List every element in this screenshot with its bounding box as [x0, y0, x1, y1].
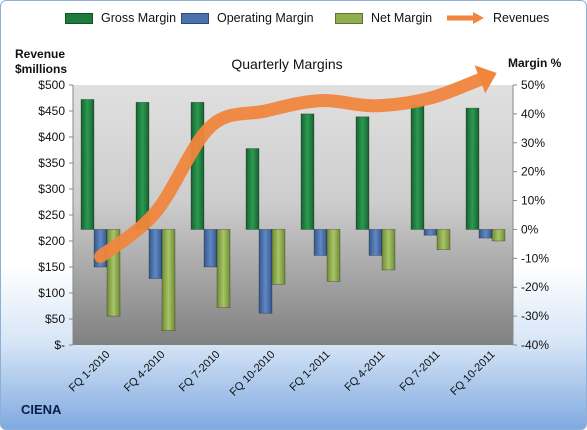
x-tick-label: FQ 1-2010 [67, 349, 113, 395]
left-tick-label: $100 [38, 286, 65, 300]
x-tick-label: FQ 7-2011 [398, 349, 443, 394]
revenue-line-path [94, 70, 492, 264]
right-tick-label: -40% [521, 338, 549, 352]
legend-item-operating: Operating Margin [181, 11, 314, 25]
left-axis: $500 $450 $400 $350 $300 $250 $200 $150 $100 $50 $… [38, 78, 74, 352]
net-margin-bar [161, 229, 176, 331]
x-axis: FQ 1-2010 FQ 4-2010 FQ 7-2010 FQ 10-2010 FQ … [67, 349, 498, 399]
left-axis-title: Revenue $millions [15, 47, 67, 77]
brand-label: CIENA [21, 402, 62, 417]
right-tick-label: -30% [521, 309, 549, 323]
left-tick-label: $200 [38, 234, 65, 248]
gross-margin-bar [245, 148, 260, 230]
net-margin-bar [381, 229, 396, 271]
gross-margin-bar [135, 101, 150, 230]
right-tick-label: -20% [521, 280, 549, 294]
net-swatch [335, 12, 363, 24]
right-tick-label: -10% [521, 251, 549, 265]
gross-margin-bar [355, 116, 370, 230]
revenue-line [94, 65, 497, 264]
operating-swatch [181, 12, 209, 24]
operating-margin-bar [203, 229, 218, 268]
right-axis-title: Margin % [508, 56, 562, 70]
x-tick-label: FQ 4-2011 [343, 349, 388, 394]
left-tick-label: $- [54, 338, 65, 352]
operating-margin-bar [478, 229, 493, 239]
x-tick-label: FQ 10-2010 [228, 349, 278, 399]
operating-margin-bar [368, 229, 383, 256]
gross-swatch [65, 12, 93, 24]
right-tick-label: 0% [521, 222, 539, 236]
net-margin-bar [436, 229, 451, 251]
operating-margin-bar [313, 229, 328, 256]
revenue-arrow-icon [447, 12, 484, 24]
left-tick-label: $350 [38, 156, 65, 170]
operating-margin-bar [258, 229, 273, 314]
left-tick-label: $400 [38, 130, 65, 144]
left-axis-title-line1: Revenue [15, 47, 66, 61]
right-tick-label: 10% [521, 194, 545, 208]
net-margin-bar [216, 229, 231, 308]
x-tick-label: FQ 4-2010 [122, 349, 168, 395]
legend-label-gross: Gross Margin [101, 11, 177, 25]
left-tick-label: $150 [38, 260, 65, 274]
legend: Gross Margin Operating Margin Net Margin… [1, 11, 586, 33]
right-tick-label: 20% [521, 165, 545, 179]
gross-margin-bar [410, 104, 425, 230]
legend-item-gross: Gross Margin [65, 11, 176, 25]
legend-item-revenues: Revenues [445, 11, 549, 25]
legend-label-revenues: Revenues [493, 11, 550, 25]
right-axis: 50% 40% 30% 20% 10% 0% -10% -20% -30% -40% [512, 78, 549, 352]
gross-margin-bar [300, 113, 315, 230]
legend-label-net: Net Margin [371, 11, 433, 25]
net-margin-bar [326, 229, 341, 282]
left-tick-label: $300 [38, 182, 65, 196]
operating-margin-bar [423, 229, 438, 236]
left-tick-label: $450 [38, 104, 65, 118]
gross-margin-bar [190, 101, 205, 230]
left-tick-label: $50 [45, 312, 65, 326]
right-tick-label: 30% [521, 136, 545, 150]
operating-margin-bar [148, 229, 163, 279]
chart-title: Quarterly Margins [231, 56, 342, 72]
gross-margin-bar [80, 99, 95, 230]
net-margin-bar [271, 229, 286, 285]
left-tick-label: $250 [38, 208, 65, 222]
right-tick-label: 50% [521, 78, 545, 92]
left-tick-label: $500 [38, 78, 65, 92]
revenue-arrowhead [474, 65, 497, 94]
legend-label-operating: Operating Margin [217, 11, 314, 25]
gross-margin-bar [465, 107, 480, 230]
x-tick-label: FQ 1-2011 [288, 349, 333, 394]
left-axis-title-line2: $millions [15, 62, 68, 76]
net-margin-bar [491, 229, 506, 242]
x-tick-label: FQ 7-2010 [177, 349, 223, 395]
right-tick-label: 40% [521, 107, 545, 121]
legend-item-net: Net Margin [335, 11, 432, 25]
x-tick-label: FQ 10-2011 [448, 349, 497, 398]
